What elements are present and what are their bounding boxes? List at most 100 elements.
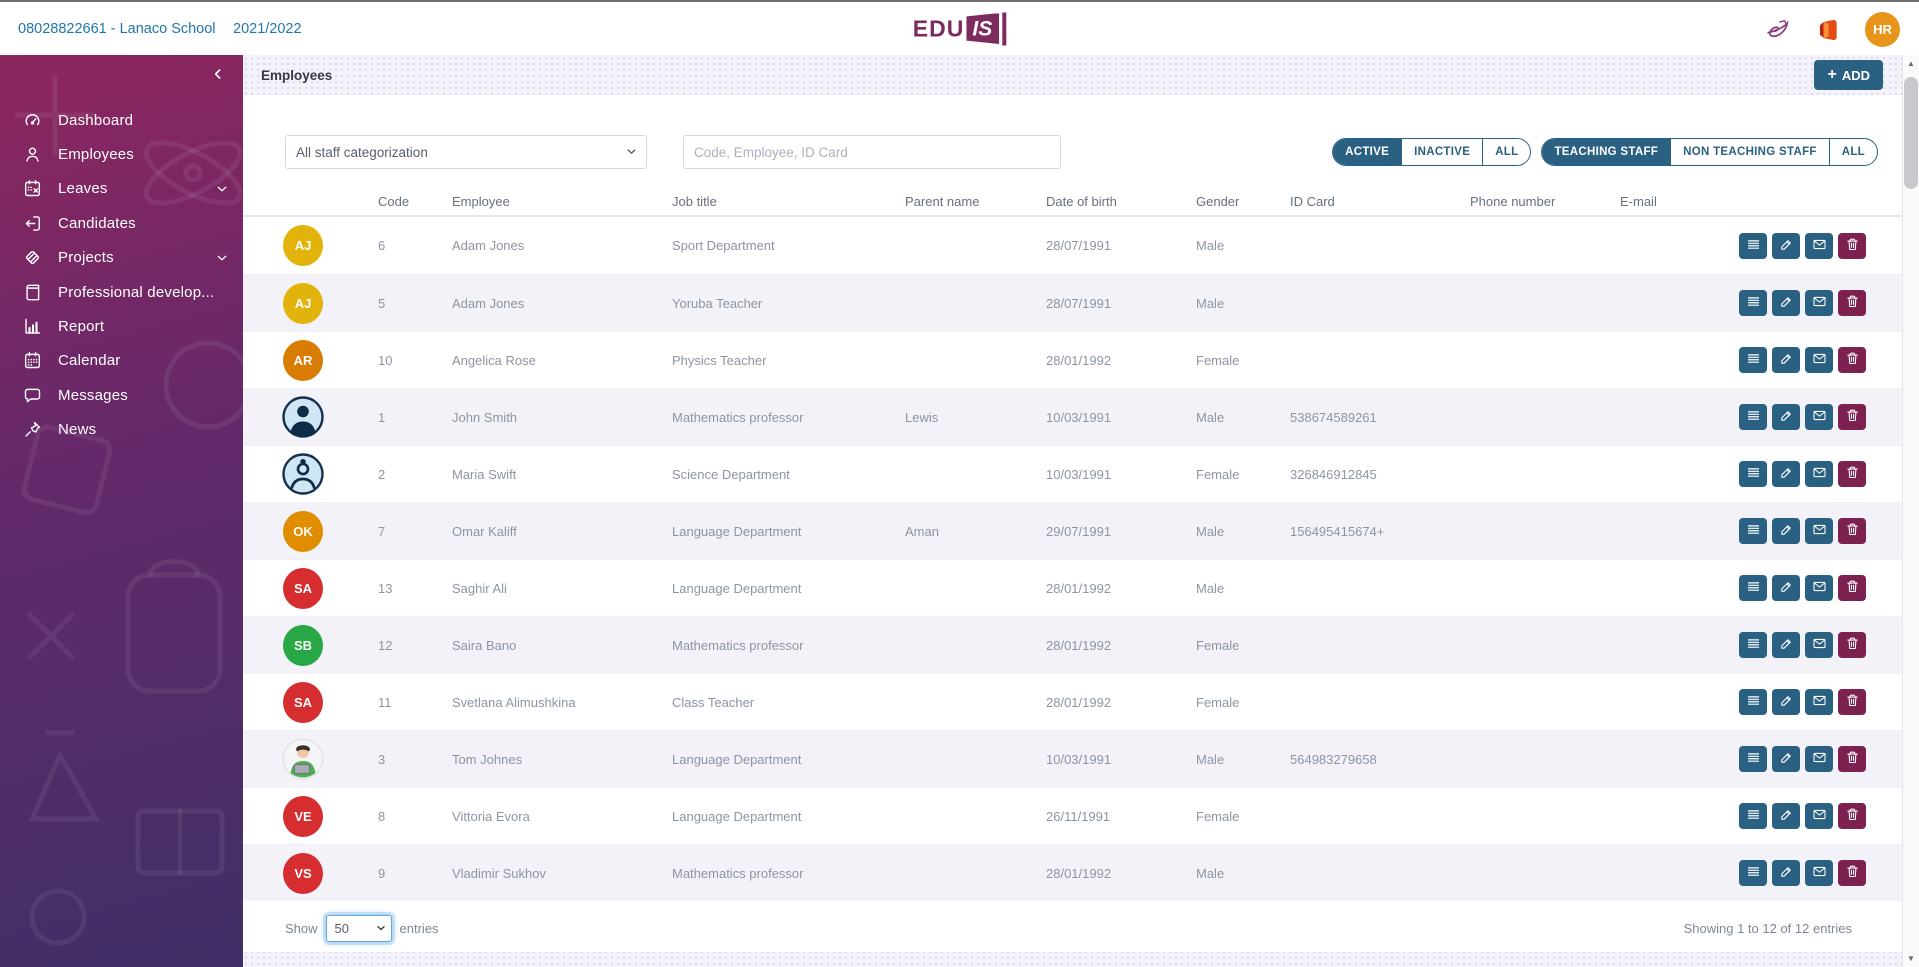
school-year-link[interactable]: 2021/2022 (233, 21, 302, 37)
filter-non-teaching-staff-button[interactable]: NON TEACHING STAFF (1670, 139, 1829, 165)
row-edit-button[interactable] (1772, 290, 1800, 316)
sidebar-item-candidates[interactable]: Candidates (0, 206, 243, 240)
row-mail-button[interactable] (1805, 689, 1833, 715)
cell-avatar: AR (268, 339, 378, 381)
filter-active-button[interactable]: ACTIVE (1333, 139, 1402, 165)
school-link[interactable]: 08028822661 - Lanaco School (18, 21, 216, 37)
row-delete-button[interactable] (1838, 290, 1866, 316)
edit-icon (1779, 579, 1794, 597)
row-edit-button[interactable] (1772, 803, 1800, 829)
add-button[interactable]: + ADD (1814, 60, 1883, 90)
sidebar-item-projects[interactable]: Projects (0, 241, 243, 275)
sidebar-item-report[interactable]: Report (0, 309, 243, 343)
row-mail-button[interactable] (1805, 404, 1833, 430)
mail-icon (1812, 750, 1827, 768)
cell-employee: Adam Jones (452, 238, 525, 253)
row-details-button[interactable] (1739, 746, 1767, 772)
row-mail-button[interactable] (1805, 232, 1833, 259)
row-delete-button[interactable] (1838, 860, 1866, 886)
sidebar-item-leaves[interactable]: Leaves (0, 172, 243, 206)
row-delete-button[interactable] (1838, 461, 1866, 487)
edit-icon (1779, 807, 1794, 825)
row-details-button[interactable] (1739, 347, 1767, 373)
scrollbar-thumb[interactable] (1904, 77, 1918, 189)
row-edit-button[interactable] (1772, 347, 1800, 373)
row-delete-button[interactable] (1838, 689, 1866, 715)
cell-job-title: Physics Teacher (672, 352, 767, 368)
user-avatar[interactable]: HR (1865, 12, 1900, 47)
search-input[interactable] (683, 135, 1061, 169)
row-details-button[interactable] (1739, 232, 1767, 259)
row-details-button[interactable] (1739, 290, 1767, 316)
sidebar-item-messages[interactable]: Messages (0, 378, 243, 412)
row-details-button[interactable] (1739, 404, 1767, 430)
row-details-button[interactable] (1739, 803, 1767, 829)
row-delete-button[interactable] (1838, 803, 1866, 829)
row-edit-button[interactable] (1772, 632, 1800, 658)
row-mail-button[interactable] (1805, 746, 1833, 772)
sidebar-item-professional-develop[interactable]: Professional develop... (0, 275, 243, 309)
cell-employee: Adam Jones (452, 295, 525, 311)
row-mail-button[interactable] (1805, 632, 1833, 658)
row-edit-button[interactable] (1772, 461, 1800, 487)
row-delete-button[interactable] (1838, 575, 1866, 601)
sidebar-item-employees[interactable]: Employees (0, 137, 243, 171)
filter-all-button[interactable]: ALL (1828, 139, 1877, 165)
row-edit-button[interactable] (1772, 860, 1800, 886)
row-details-button[interactable] (1739, 860, 1767, 886)
photo-male-icon (282, 396, 324, 438)
messages-icon (21, 384, 43, 406)
row-delete-button[interactable] (1838, 347, 1866, 373)
row-mail-button[interactable] (1805, 803, 1833, 829)
row-edit-button[interactable] (1772, 689, 1800, 715)
sidebar-item-calendar[interactable]: Calendar (0, 344, 243, 378)
cell-actions (1739, 632, 1866, 658)
sidebar-collapse-button[interactable] (207, 63, 229, 85)
row-delete-button[interactable] (1838, 518, 1866, 544)
filter-row: All staff categorization ACTIVEINACTIVEA… (285, 135, 1878, 169)
row-delete-button[interactable] (1838, 404, 1866, 430)
row-mail-button[interactable] (1805, 347, 1833, 373)
cell-parent-name: Aman (905, 523, 939, 539)
row-edit-button[interactable] (1772, 575, 1800, 601)
cell-actions (1739, 689, 1866, 715)
scrollbar-down-button[interactable]: ▼ (1907, 954, 1915, 963)
row-edit-button[interactable] (1772, 404, 1800, 430)
mail-icon (1812, 522, 1827, 540)
show-label: Show (285, 921, 318, 936)
cell-actions (1739, 518, 1866, 544)
row-mail-button[interactable] (1805, 575, 1833, 601)
row-delete-button[interactable] (1838, 746, 1866, 772)
scrollbar-up-button[interactable]: ▲ (1907, 59, 1915, 68)
office365-icon[interactable] (1815, 17, 1841, 43)
row-mail-button[interactable] (1805, 860, 1833, 886)
row-details-button[interactable] (1739, 518, 1767, 544)
filter-all-button[interactable]: ALL (1482, 139, 1530, 165)
sidebar-item-news[interactable]: News (0, 413, 243, 447)
row-details-button[interactable] (1739, 632, 1767, 658)
filter-inactive-button[interactable]: INACTIVE (1401, 139, 1482, 165)
row-delete-button[interactable] (1838, 232, 1866, 259)
row-mail-button[interactable] (1805, 461, 1833, 487)
mail-icon (1812, 237, 1827, 255)
ednevnik-icon[interactable] (1765, 17, 1791, 43)
sidebar-item-dashboard[interactable]: Dashboard (0, 103, 243, 137)
row-delete-button[interactable] (1838, 632, 1866, 658)
row-details-button[interactable] (1739, 461, 1767, 487)
page-size-select[interactable]: 50 (325, 915, 392, 942)
row-edit-button[interactable] (1772, 232, 1800, 259)
filter-teaching-staff-button[interactable]: TEACHING STAFF (1542, 139, 1671, 165)
details-icon (1746, 750, 1761, 768)
table-row: 3 Tom Johnes Language Department 10/03/1991… (243, 730, 1902, 787)
row-edit-button[interactable] (1772, 746, 1800, 772)
table-row: VS 9 Vladimir Sukhov Mathematics professor 2… (243, 844, 1902, 901)
column-header-gender: Gender (1196, 193, 1240, 209)
leaves-icon (21, 178, 43, 200)
staff-categorization-select[interactable]: All staff categorization (285, 135, 647, 169)
row-edit-button[interactable] (1772, 518, 1800, 544)
row-details-button[interactable] (1739, 689, 1767, 715)
row-details-button[interactable] (1739, 575, 1767, 601)
details-icon (1746, 522, 1761, 540)
row-mail-button[interactable] (1805, 290, 1833, 316)
row-mail-button[interactable] (1805, 518, 1833, 544)
